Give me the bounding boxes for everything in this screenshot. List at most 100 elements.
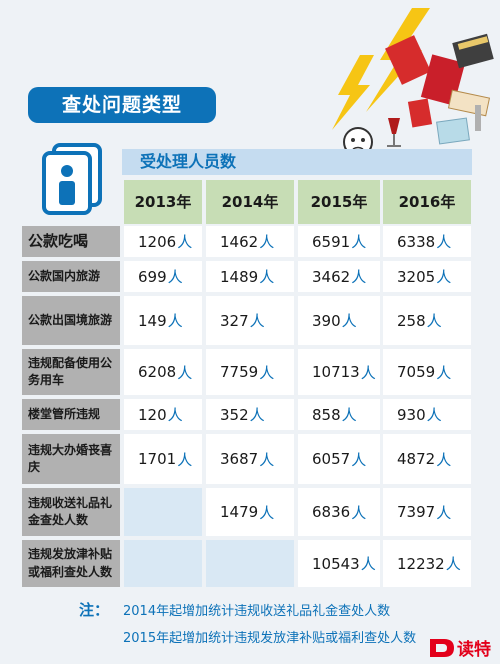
value-unit: 人 bbox=[436, 450, 452, 469]
value-unit: 人 bbox=[436, 363, 452, 382]
row-label: 公款国内旅游 bbox=[22, 261, 120, 292]
value-unit: 人 bbox=[249, 406, 265, 424]
row-label: 违规大办婚丧喜庆 bbox=[22, 434, 120, 484]
value-unit: 人 bbox=[259, 233, 275, 251]
value-number: 858 bbox=[312, 405, 341, 424]
value-number: 6591 bbox=[312, 232, 351, 251]
logo-text: 读特 bbox=[457, 639, 491, 660]
value-unit: 人 bbox=[177, 233, 193, 251]
value-number: 10543 bbox=[312, 554, 360, 573]
document-person-icon bbox=[40, 143, 104, 215]
row-label: 违规配备使用公务用车 bbox=[22, 349, 120, 395]
value-unit: 人 bbox=[360, 363, 376, 382]
value-cell: 352 人 bbox=[206, 399, 294, 430]
value-number: 6057 bbox=[312, 450, 351, 468]
value-cell: 1206 人 bbox=[124, 226, 202, 257]
value-number: 7059 bbox=[397, 363, 436, 381]
value-number: 7397 bbox=[397, 503, 436, 521]
value-unit: 人 bbox=[259, 503, 275, 522]
value-number: 149 bbox=[138, 311, 167, 330]
value-cell: 7059 人 bbox=[383, 349, 471, 395]
value-unit: 人 bbox=[259, 268, 275, 286]
value-unit: 人 bbox=[249, 312, 265, 330]
value-cell: 6057 人 bbox=[298, 434, 380, 484]
value-unit: 人 bbox=[167, 312, 183, 330]
value-number: 6836 bbox=[312, 503, 351, 521]
value-cell: 12232 人 bbox=[383, 540, 471, 587]
empty-cell bbox=[124, 488, 202, 536]
value-number: 390 bbox=[312, 311, 341, 330]
value-cell: 10543 人 bbox=[298, 540, 380, 587]
row-label: 公款吃喝 bbox=[22, 226, 120, 257]
row-label: 公款出国境旅游 bbox=[22, 296, 120, 345]
value-cell: 3205 人 bbox=[383, 261, 471, 292]
value-unit: 人 bbox=[426, 406, 442, 424]
gifts-lightning-decoration bbox=[330, 0, 500, 175]
value-number: 6338 bbox=[397, 232, 436, 251]
value-unit: 人 bbox=[167, 406, 183, 424]
value-unit: 人 bbox=[351, 450, 367, 469]
brand-logo: 读特 bbox=[428, 636, 496, 660]
value-number: 1479 bbox=[220, 503, 259, 521]
value-unit: 人 bbox=[351, 268, 367, 286]
value-number: 6208 bbox=[138, 363, 177, 381]
empty-cell bbox=[206, 540, 294, 587]
value-number: 3687 bbox=[220, 450, 259, 468]
value-cell: 390 人 bbox=[298, 296, 380, 345]
value-cell: 10713 人 bbox=[298, 349, 380, 395]
value-unit: 人 bbox=[426, 312, 442, 330]
value-number: 10713 bbox=[312, 363, 360, 381]
value-number: 12232 bbox=[397, 554, 445, 573]
value-cell: 327 人 bbox=[206, 296, 294, 345]
value-number: 1462 bbox=[220, 232, 259, 251]
year-header: 2014年 bbox=[206, 180, 294, 224]
value-unit: 人 bbox=[177, 450, 193, 469]
value-number: 258 bbox=[397, 311, 426, 330]
value-number: 7759 bbox=[220, 363, 259, 381]
value-cell: 3687 人 bbox=[206, 434, 294, 484]
value-unit: 人 bbox=[360, 555, 376, 573]
value-number: 352 bbox=[220, 405, 249, 424]
value-unit: 人 bbox=[341, 406, 357, 424]
row-label: 违规发放津补贴或福利查处人数 bbox=[22, 540, 120, 587]
value-cell: 699 人 bbox=[124, 261, 202, 292]
value-cell: 930 人 bbox=[383, 399, 471, 430]
value-unit: 人 bbox=[259, 363, 275, 382]
value-cell: 6208 人 bbox=[124, 349, 202, 395]
value-unit: 人 bbox=[445, 555, 461, 573]
value-number: 1206 bbox=[138, 232, 177, 251]
value-number: 120 bbox=[138, 405, 167, 424]
value-cell: 858 人 bbox=[298, 399, 380, 430]
value-cell: 3462 人 bbox=[298, 261, 380, 292]
value-cell: 7397 人 bbox=[383, 488, 471, 536]
value-cell: 1701 人 bbox=[124, 434, 202, 484]
value-unit: 人 bbox=[341, 312, 357, 330]
year-header: 2015年 bbox=[298, 180, 380, 224]
value-number: 699 bbox=[138, 267, 167, 286]
value-unit: 人 bbox=[167, 268, 183, 286]
value-number: 1489 bbox=[220, 267, 259, 286]
value-number: 4872 bbox=[397, 450, 436, 468]
value-cell: 1489 人 bbox=[206, 261, 294, 292]
value-cell: 4872 人 bbox=[383, 434, 471, 484]
note-mark: 注： bbox=[79, 601, 110, 619]
value-cell: 6338 人 bbox=[383, 226, 471, 257]
year-header: 2013年 bbox=[124, 180, 202, 224]
value-cell: 258 人 bbox=[383, 296, 471, 345]
value-cell: 6591 人 bbox=[298, 226, 380, 257]
value-cell: 120 人 bbox=[124, 399, 202, 430]
value-number: 327 bbox=[220, 311, 249, 330]
value-cell: 6836 人 bbox=[298, 488, 380, 536]
note-line-2: 2015年起增加统计违规发放津补贴或福利查处人数 bbox=[123, 631, 417, 646]
value-unit: 人 bbox=[436, 233, 452, 251]
table-subtitle: 受处理人员数 bbox=[122, 149, 472, 175]
value-cell: 149 人 bbox=[124, 296, 202, 345]
value-number: 3205 bbox=[397, 267, 436, 286]
value-unit: 人 bbox=[436, 503, 452, 522]
note-line-1: 2014年起增加统计违规收送礼品礼金查处人数 bbox=[123, 604, 391, 619]
value-cell: 1479 人 bbox=[206, 488, 294, 536]
value-unit: 人 bbox=[351, 503, 367, 522]
empty-cell bbox=[124, 540, 202, 587]
value-cell: 1462 人 bbox=[206, 226, 294, 257]
value-unit: 人 bbox=[259, 450, 275, 469]
